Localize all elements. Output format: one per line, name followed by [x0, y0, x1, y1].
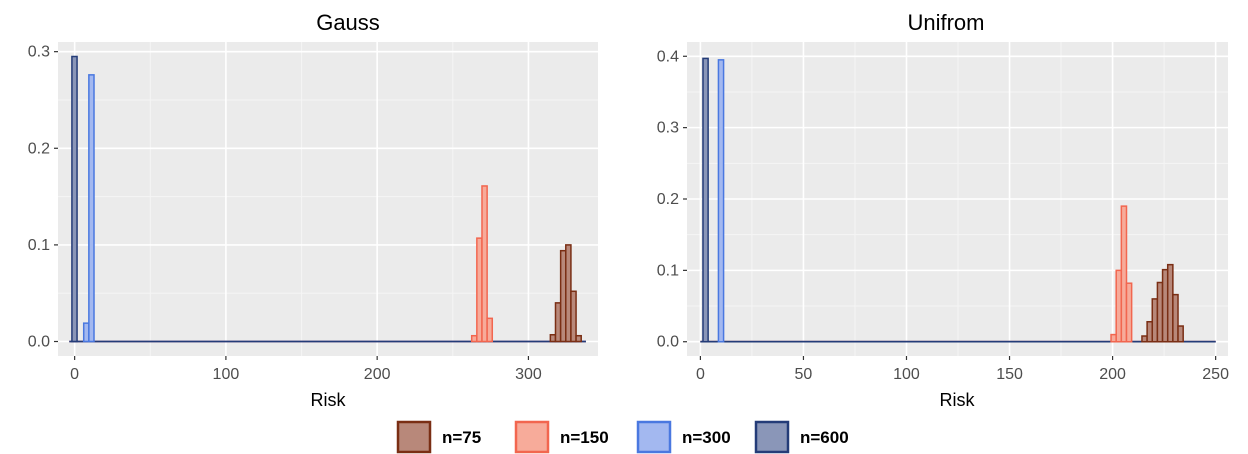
uniform-bar-n150 [1120, 205, 1128, 343]
uniform-bar-n75 [1161, 268, 1169, 343]
uniform-x-tick-label: 50 [795, 366, 813, 383]
gauss-x-axis: 0 100 200 300 [70, 356, 542, 383]
gauss-x-axis-label: Risk [311, 390, 347, 410]
gauss-bar-n75 [575, 334, 582, 343]
gauss-bars [69, 55, 586, 343]
uniform-title: Unifrom [907, 10, 984, 35]
uniform-x-axis-label: Risk [940, 390, 976, 410]
uniform-y-tick-label: 0.4 [657, 48, 679, 65]
gauss-y-tick-label: 0.2 [28, 140, 50, 157]
gauss-y-tick-label: 0.1 [28, 237, 50, 254]
gauss-x-tick-label: 0 [70, 366, 79, 383]
uniform-x-axis: 0 50 100 150 200 250 [696, 356, 1229, 383]
gauss-y-tick-label: 0.0 [28, 334, 50, 351]
gauss-title: Gauss [316, 10, 380, 35]
uniform-x-tick-label: 200 [1099, 366, 1126, 383]
gauss-bar-n150 [470, 334, 478, 343]
gauss-bar-n600 [71, 55, 78, 343]
gauss-bar-n75 [559, 249, 567, 343]
gauss-bar-n150 [486, 317, 494, 343]
uniform-bar-n75 [1166, 263, 1174, 343]
uniform-bar-n300 [717, 59, 725, 343]
gauss-y-tick-label: 0.3 [28, 44, 50, 61]
legend-key-n600 [754, 420, 790, 454]
uniform-y-axis: 0.0 0.1 0.2 0.3 0.4 [657, 48, 687, 351]
uniform-panel: Unifrom 0.00.10.20.30.4 0 50 100 150 200 250 … [657, 10, 1229, 410]
gauss-x-tick-label: 300 [515, 366, 542, 383]
gauss-bar-n75 [570, 290, 577, 343]
gauss-bar-n300 [88, 74, 95, 343]
uniform-x-tick-label: 250 [1202, 366, 1229, 383]
gauss-bar-n150 [476, 237, 483, 343]
uniform-x-tick-label: 0 [696, 366, 705, 383]
uniform-x-tick-label: 100 [893, 366, 920, 383]
uniform-y-tick-label: 0.1 [657, 262, 679, 279]
uniform-x-tick-label: 150 [996, 366, 1023, 383]
uniform-bar-n75 [1151, 298, 1159, 343]
uniform-bar-n75 [1156, 281, 1164, 343]
legend: n=75 n=150 n=300 n=600 [396, 420, 849, 454]
legend-key-n150 [514, 420, 550, 454]
gauss-panel: Gauss 0.0 0.1 0.2 0.3 0 100 200 300 Risk [28, 10, 598, 410]
gauss-bar-n300 [82, 322, 90, 343]
legend-label-n150: n=150 [560, 428, 609, 447]
uniform-y-tick-label: 0.0 [657, 334, 679, 351]
uniform-y-tick-label: 0.2 [657, 191, 679, 208]
legend-key-n75 [396, 420, 432, 454]
uniform-bars [700, 57, 1216, 343]
uniform-gridlines [687, 42, 1228, 356]
uniform-y-tick-label: 0.3 [657, 120, 679, 137]
uniform-bar-n75 [1172, 293, 1179, 343]
uniform-bar-n75 [1146, 320, 1154, 343]
gauss-bar-n150 [481, 185, 488, 343]
gauss-bar-n75 [549, 333, 557, 343]
uniform-bar-n150 [1115, 269, 1123, 343]
gauss-bar-n75 [565, 244, 572, 343]
uniform-bar-n150 [1110, 333, 1117, 343]
uniform-bar-n75 [1177, 325, 1184, 343]
legend-label-n75: n=75 [442, 428, 481, 447]
legend-label-n300: n=300 [682, 428, 731, 447]
gauss-x-tick-label: 200 [364, 366, 391, 383]
gauss-x-tick-label: 100 [213, 366, 240, 383]
uniform-bar-n75 [1141, 335, 1148, 343]
uniform-bar-n600 [702, 57, 709, 343]
gauss-y-axis: 0.0 0.1 0.2 0.3 [28, 44, 58, 351]
uniform-bar-n150 [1125, 282, 1133, 343]
legend-key-n300 [636, 420, 672, 454]
gauss-bar-n75 [554, 302, 562, 343]
gauss-plot-background [58, 42, 598, 356]
legend-label-n600: n=600 [800, 428, 849, 447]
